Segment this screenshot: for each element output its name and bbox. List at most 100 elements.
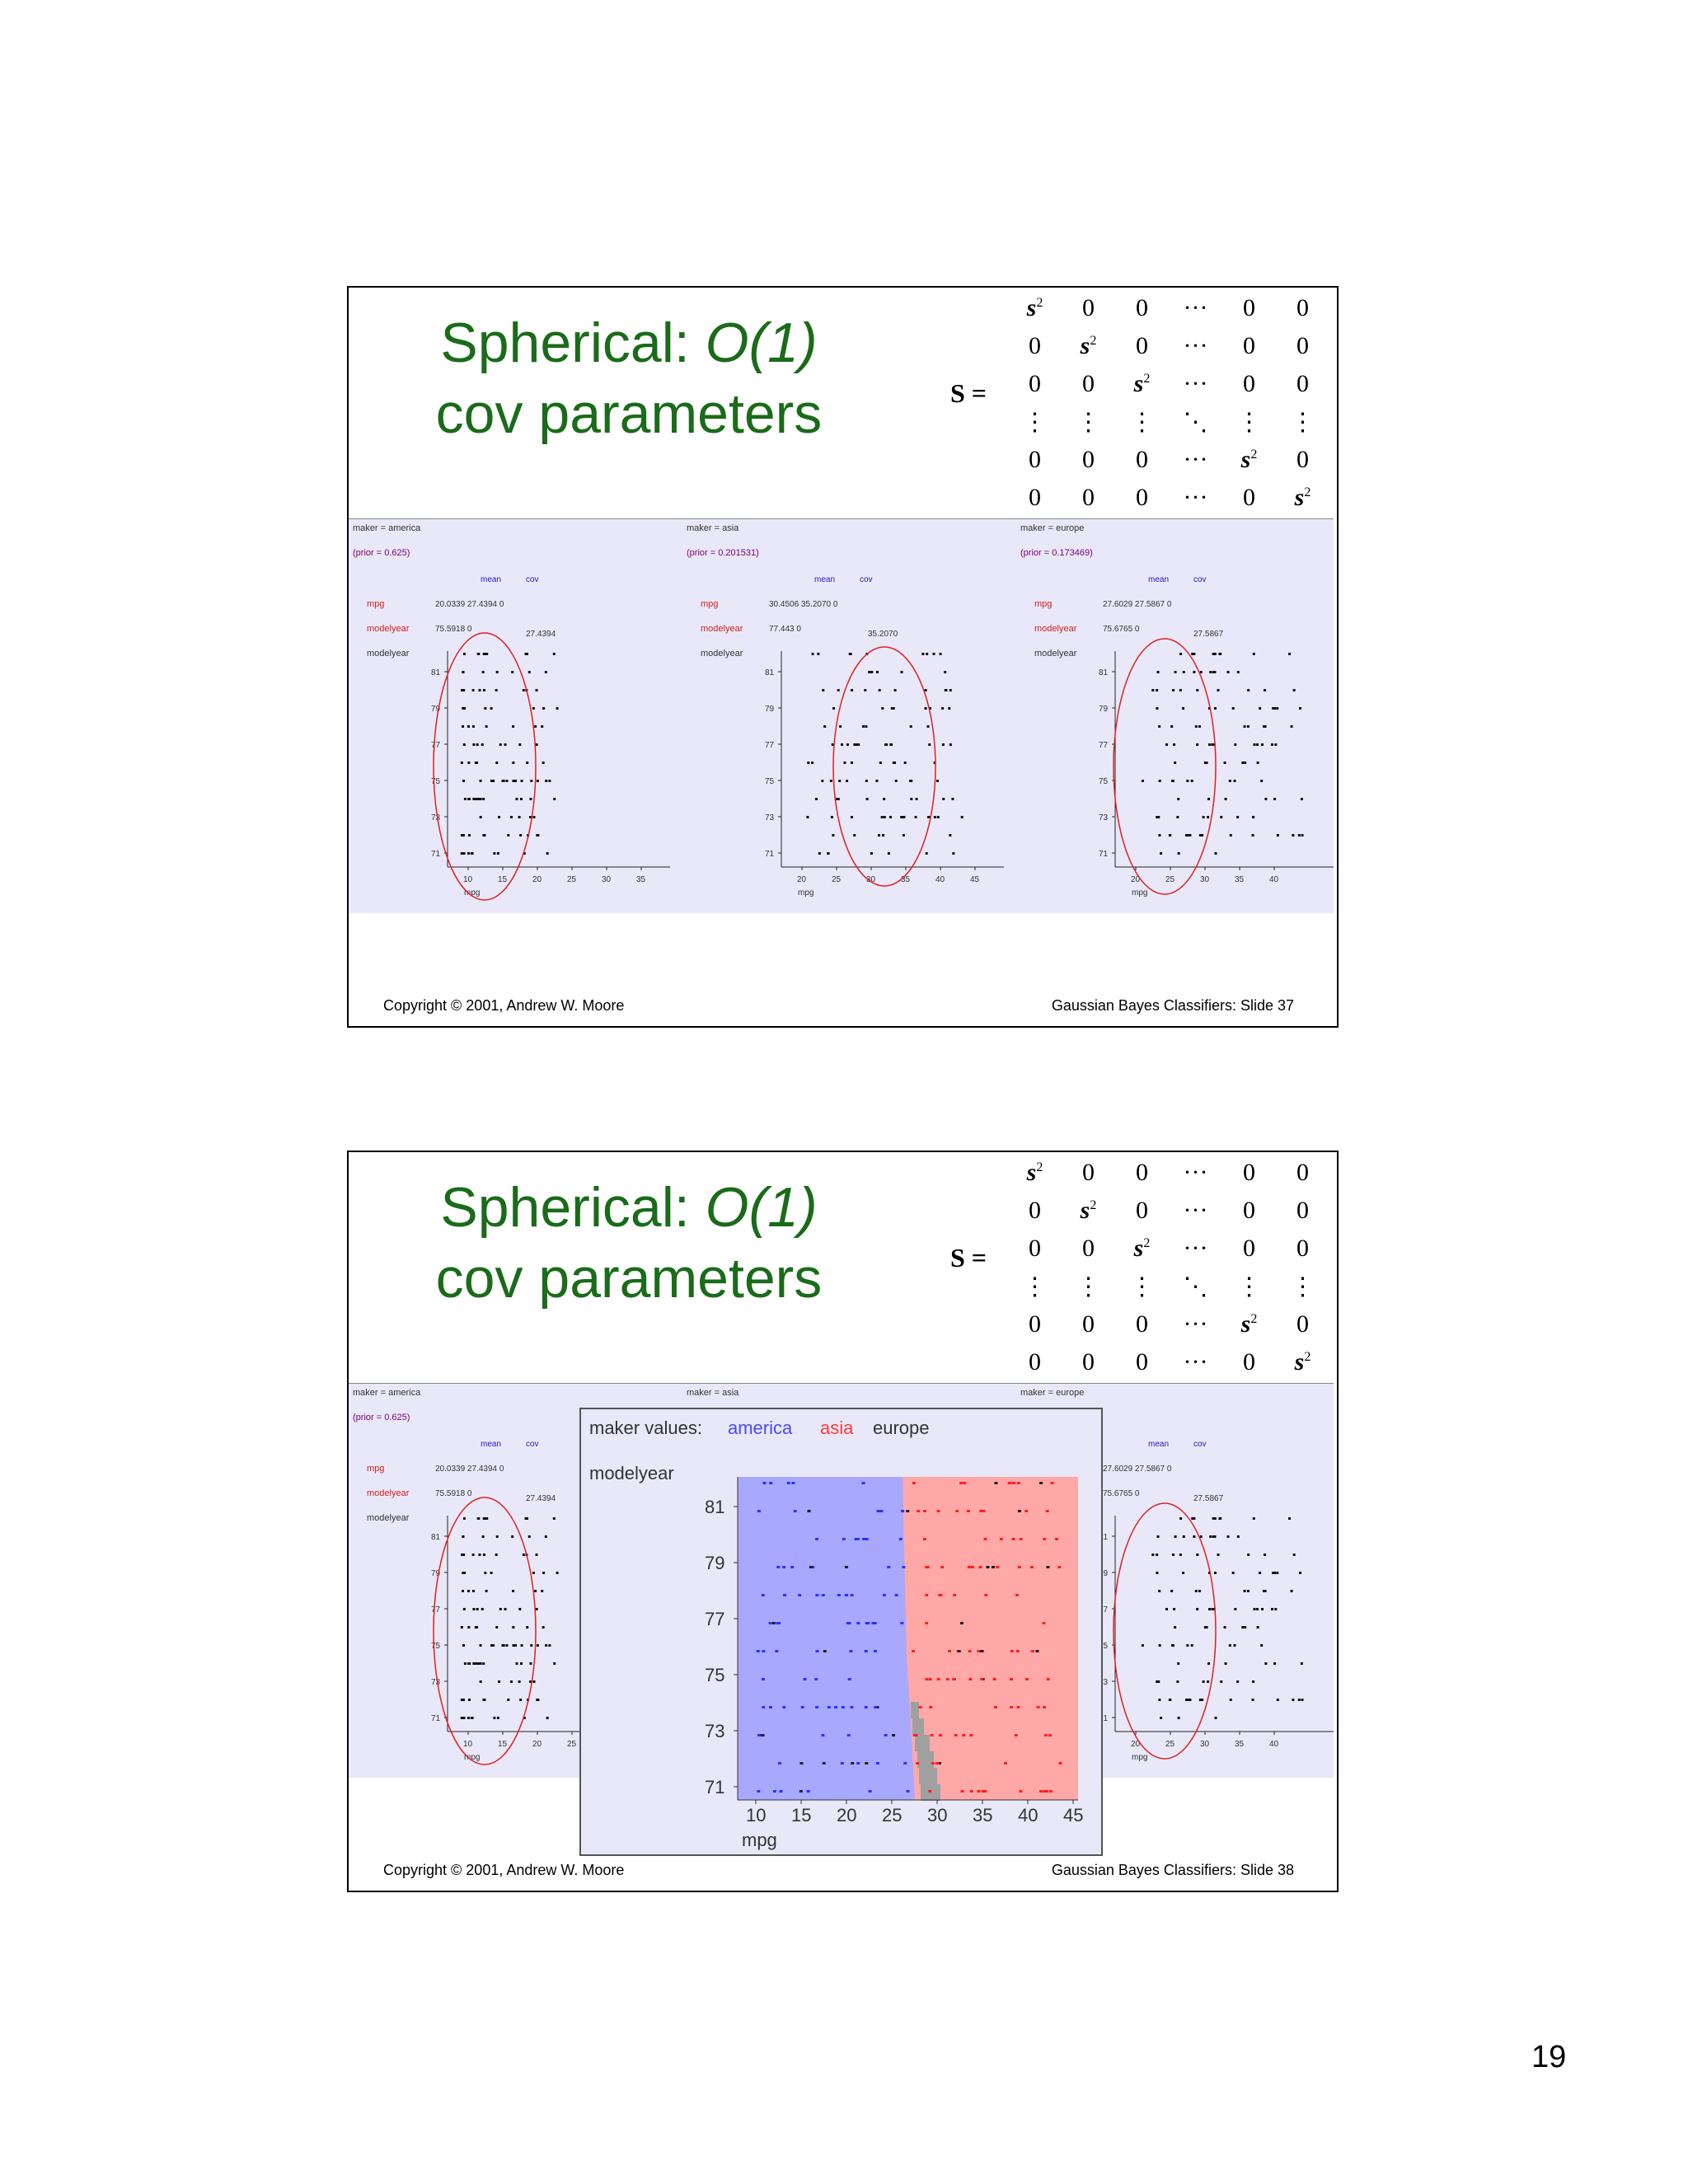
data-point bbox=[862, 1538, 866, 1540]
data-point bbox=[476, 762, 479, 764]
data-point bbox=[1224, 798, 1227, 800]
data-point bbox=[1160, 1717, 1163, 1719]
data-point bbox=[762, 1706, 766, 1708]
data-point bbox=[1256, 762, 1259, 764]
data-point bbox=[467, 762, 471, 764]
data-point bbox=[855, 743, 858, 746]
data-point bbox=[481, 1608, 484, 1610]
data-point bbox=[952, 1678, 956, 1680]
x-tick-label: 20 bbox=[532, 1740, 542, 1749]
data-point bbox=[1301, 834, 1304, 837]
data-point bbox=[1256, 743, 1259, 746]
data-point bbox=[1173, 743, 1176, 746]
data-point bbox=[1182, 1572, 1185, 1574]
y-axis-label: modelyear bbox=[701, 649, 743, 658]
panel-maker: maker = europe bbox=[1020, 523, 1084, 533]
data-point bbox=[1297, 1699, 1301, 1701]
data-point bbox=[1260, 780, 1264, 782]
data-point bbox=[1158, 725, 1161, 728]
data-point bbox=[1009, 1678, 1013, 1680]
data-point bbox=[518, 1680, 521, 1683]
matrix-cell: 0 bbox=[1243, 1159, 1255, 1186]
data-point bbox=[1211, 743, 1214, 746]
matrix-cell: ⋮ bbox=[1236, 1272, 1262, 1301]
data-point bbox=[984, 1594, 988, 1596]
data-point bbox=[866, 1622, 870, 1624]
data-point bbox=[893, 689, 897, 691]
x-tick-label: 30 bbox=[866, 875, 876, 884]
x-tick-label: 15 bbox=[498, 1740, 508, 1749]
data-point bbox=[1201, 1699, 1204, 1701]
data-point bbox=[865, 1762, 869, 1765]
data-point bbox=[1264, 1662, 1268, 1665]
data-point bbox=[846, 780, 849, 782]
matrix-cell: 0 bbox=[1243, 1348, 1255, 1376]
y-tick-label: 71 bbox=[1099, 1714, 1109, 1723]
matrix-cell: 0 bbox=[1029, 332, 1041, 359]
data-point bbox=[986, 1566, 990, 1568]
data-point bbox=[1177, 798, 1180, 800]
matrix-cell: s2 bbox=[1294, 484, 1311, 511]
data-point bbox=[1300, 1662, 1303, 1665]
row-mpg-values: 30.4506 35.2070 0 bbox=[769, 600, 838, 609]
cov-label: cov bbox=[526, 575, 539, 584]
data-point bbox=[532, 1572, 535, 1574]
data-point bbox=[925, 1594, 929, 1596]
data-point bbox=[1271, 743, 1274, 746]
mean-label: mean bbox=[1148, 575, 1169, 584]
data-point bbox=[462, 725, 465, 728]
data-point bbox=[542, 707, 546, 710]
data-point bbox=[519, 834, 523, 837]
data-point bbox=[504, 743, 507, 746]
row-modelyear-cov: 27.4394 bbox=[526, 1494, 556, 1503]
region-europe bbox=[917, 1751, 934, 1768]
data-point bbox=[927, 816, 931, 818]
data-point bbox=[484, 1572, 487, 1574]
data-point bbox=[761, 1734, 765, 1736]
data-point bbox=[925, 1622, 929, 1624]
footer-slide-number: Gaussian Bayes Classifiers: Slide 37 bbox=[1051, 997, 1294, 1014]
data-point bbox=[467, 1626, 471, 1629]
data-point bbox=[462, 671, 465, 673]
data-point bbox=[1252, 816, 1255, 818]
data-point bbox=[861, 1482, 865, 1484]
data-point bbox=[1179, 689, 1182, 691]
data-point bbox=[903, 1762, 907, 1765]
decision-region-plot: maker values: america asia europe modely… bbox=[579, 1408, 1103, 1856]
data-point bbox=[1029, 1566, 1034, 1568]
matrix-cell: ⋮ bbox=[1022, 1272, 1048, 1301]
data-point bbox=[1179, 653, 1183, 655]
data-point bbox=[479, 1644, 482, 1647]
data-point bbox=[522, 689, 525, 691]
data-point bbox=[937, 1762, 941, 1765]
data-point bbox=[479, 1662, 482, 1665]
matrix-cell: ⋱ bbox=[1183, 1272, 1208, 1301]
matrix-cell: 0 bbox=[1296, 1159, 1309, 1186]
matrix-cell: ··· bbox=[1183, 1235, 1208, 1262]
data-point bbox=[536, 780, 539, 782]
data-point bbox=[951, 798, 954, 800]
data-point bbox=[806, 1790, 810, 1793]
data-point bbox=[1226, 1535, 1230, 1538]
data-point bbox=[1290, 1590, 1293, 1592]
data-point bbox=[1058, 1762, 1062, 1765]
data-point bbox=[914, 816, 917, 818]
data-point bbox=[832, 834, 835, 837]
data-point bbox=[461, 689, 464, 691]
data-point bbox=[960, 816, 964, 818]
data-point bbox=[1243, 1590, 1246, 1592]
data-point bbox=[969, 1734, 973, 1736]
data-point bbox=[811, 1566, 815, 1568]
data-point bbox=[532, 1680, 536, 1683]
data-point bbox=[1174, 1535, 1177, 1538]
data-point bbox=[928, 1790, 932, 1793]
data-point bbox=[504, 1608, 507, 1610]
x-tick-label: 10 bbox=[746, 1805, 766, 1825]
data-point bbox=[479, 780, 482, 782]
data-point bbox=[923, 1510, 927, 1512]
data-point bbox=[460, 1699, 463, 1701]
data-point bbox=[532, 816, 536, 818]
data-point bbox=[512, 780, 515, 782]
matrix-cell: s2 bbox=[1294, 1348, 1311, 1376]
x-tick-label: 20 bbox=[837, 1805, 856, 1825]
